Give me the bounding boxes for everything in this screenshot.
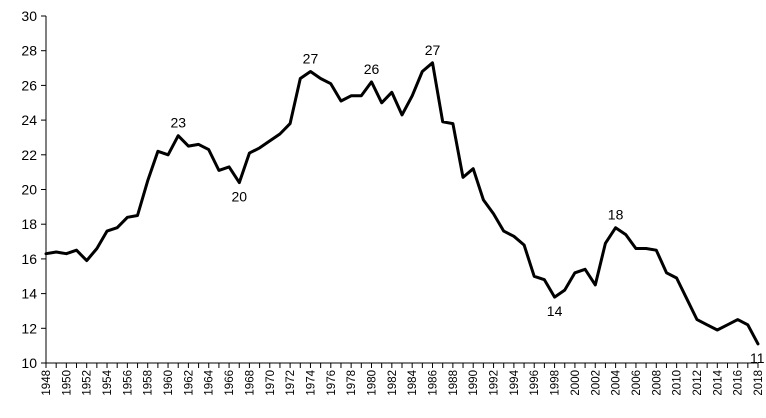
x-tick-label: 1992 (489, 370, 501, 396)
x-tick-label: 1982 (387, 370, 399, 396)
data-label: 27 (425, 42, 441, 58)
y-tick-label: 14 (21, 286, 37, 302)
x-tick-label: 2004 (611, 369, 623, 395)
y-axis: 10 12 14 16 18 20 22 24 26 28 30 (21, 8, 47, 371)
x-tick-label: 2008 (651, 370, 663, 396)
y-tick-label: 24 (21, 112, 37, 128)
y-tick-label: 20 (21, 182, 37, 198)
x-tick-label: 1984 (407, 369, 419, 395)
series-layer (44, 61, 760, 346)
x-tick-label: 1966 (224, 370, 236, 396)
x-tick-label: 2006 (631, 370, 643, 396)
y-tick-label: 30 (21, 8, 37, 24)
x-tick-label: 1972 (285, 370, 297, 396)
x-tick-label: 2010 (672, 370, 684, 396)
x-tick-label: 1988 (448, 370, 460, 396)
x-tick-label: 2002 (590, 370, 602, 396)
y-tick-label: 12 (21, 320, 37, 336)
x-tick-label: 1958 (143, 370, 155, 396)
data-label: 26 (364, 61, 380, 77)
x-tick-label: 1996 (529, 370, 541, 396)
x-tick-label: 1994 (509, 369, 521, 395)
data-label: 27 (303, 51, 319, 67)
x-tick-label: 1974 (305, 369, 317, 395)
y-tick-label: 10 (21, 355, 37, 371)
x-tick-label: 2012 (692, 370, 704, 396)
x-tick-label: 2018 (753, 370, 765, 396)
y-tick-label: 16 (21, 251, 37, 267)
x-tick-label: 1964 (204, 369, 216, 395)
x-tick-label: 2016 (733, 370, 745, 396)
data-label: 18 (608, 207, 624, 223)
series-line (44, 61, 760, 346)
x-tick-label: 1962 (183, 370, 195, 396)
x-tick-label: 1978 (346, 370, 358, 396)
y-tick-label: 26 (21, 77, 37, 93)
x-tick-label: 1986 (428, 370, 440, 396)
x-tick-label: 1960 (163, 370, 175, 396)
y-tick-label: 28 (21, 43, 37, 59)
data-label: 20 (231, 189, 247, 205)
x-tick-label: 1956 (122, 370, 134, 396)
x-tick-label: 2014 (712, 369, 724, 395)
x-tick-label: 1948 (41, 370, 53, 396)
x-tick-label: 2000 (570, 370, 582, 396)
y-tick-label: 22 (21, 147, 37, 163)
x-tick-label: 1980 (366, 370, 378, 396)
data-label: 11 (750, 350, 765, 366)
y-tick-label: 18 (21, 216, 37, 232)
x-tick-label: 1950 (61, 370, 73, 396)
x-tick-label: 1952 (82, 370, 94, 396)
data-label: 14 (547, 303, 563, 319)
x-tick-label: 1998 (550, 370, 562, 396)
data-label: 23 (170, 115, 186, 131)
x-tick-label: 1968 (244, 370, 256, 396)
data-labels: 23 20 27 26 27 14 18 11 (170, 42, 764, 366)
x-tick-label: 1990 (468, 370, 480, 396)
x-tick-label: 1970 (265, 370, 277, 396)
x-tick-label: 1954 (102, 369, 114, 395)
x-tick-label: 1976 (326, 370, 338, 396)
x-axis: 1948 1950 1952 1954 1956 1958 1960 1962 1964 1966… (41, 362, 765, 396)
